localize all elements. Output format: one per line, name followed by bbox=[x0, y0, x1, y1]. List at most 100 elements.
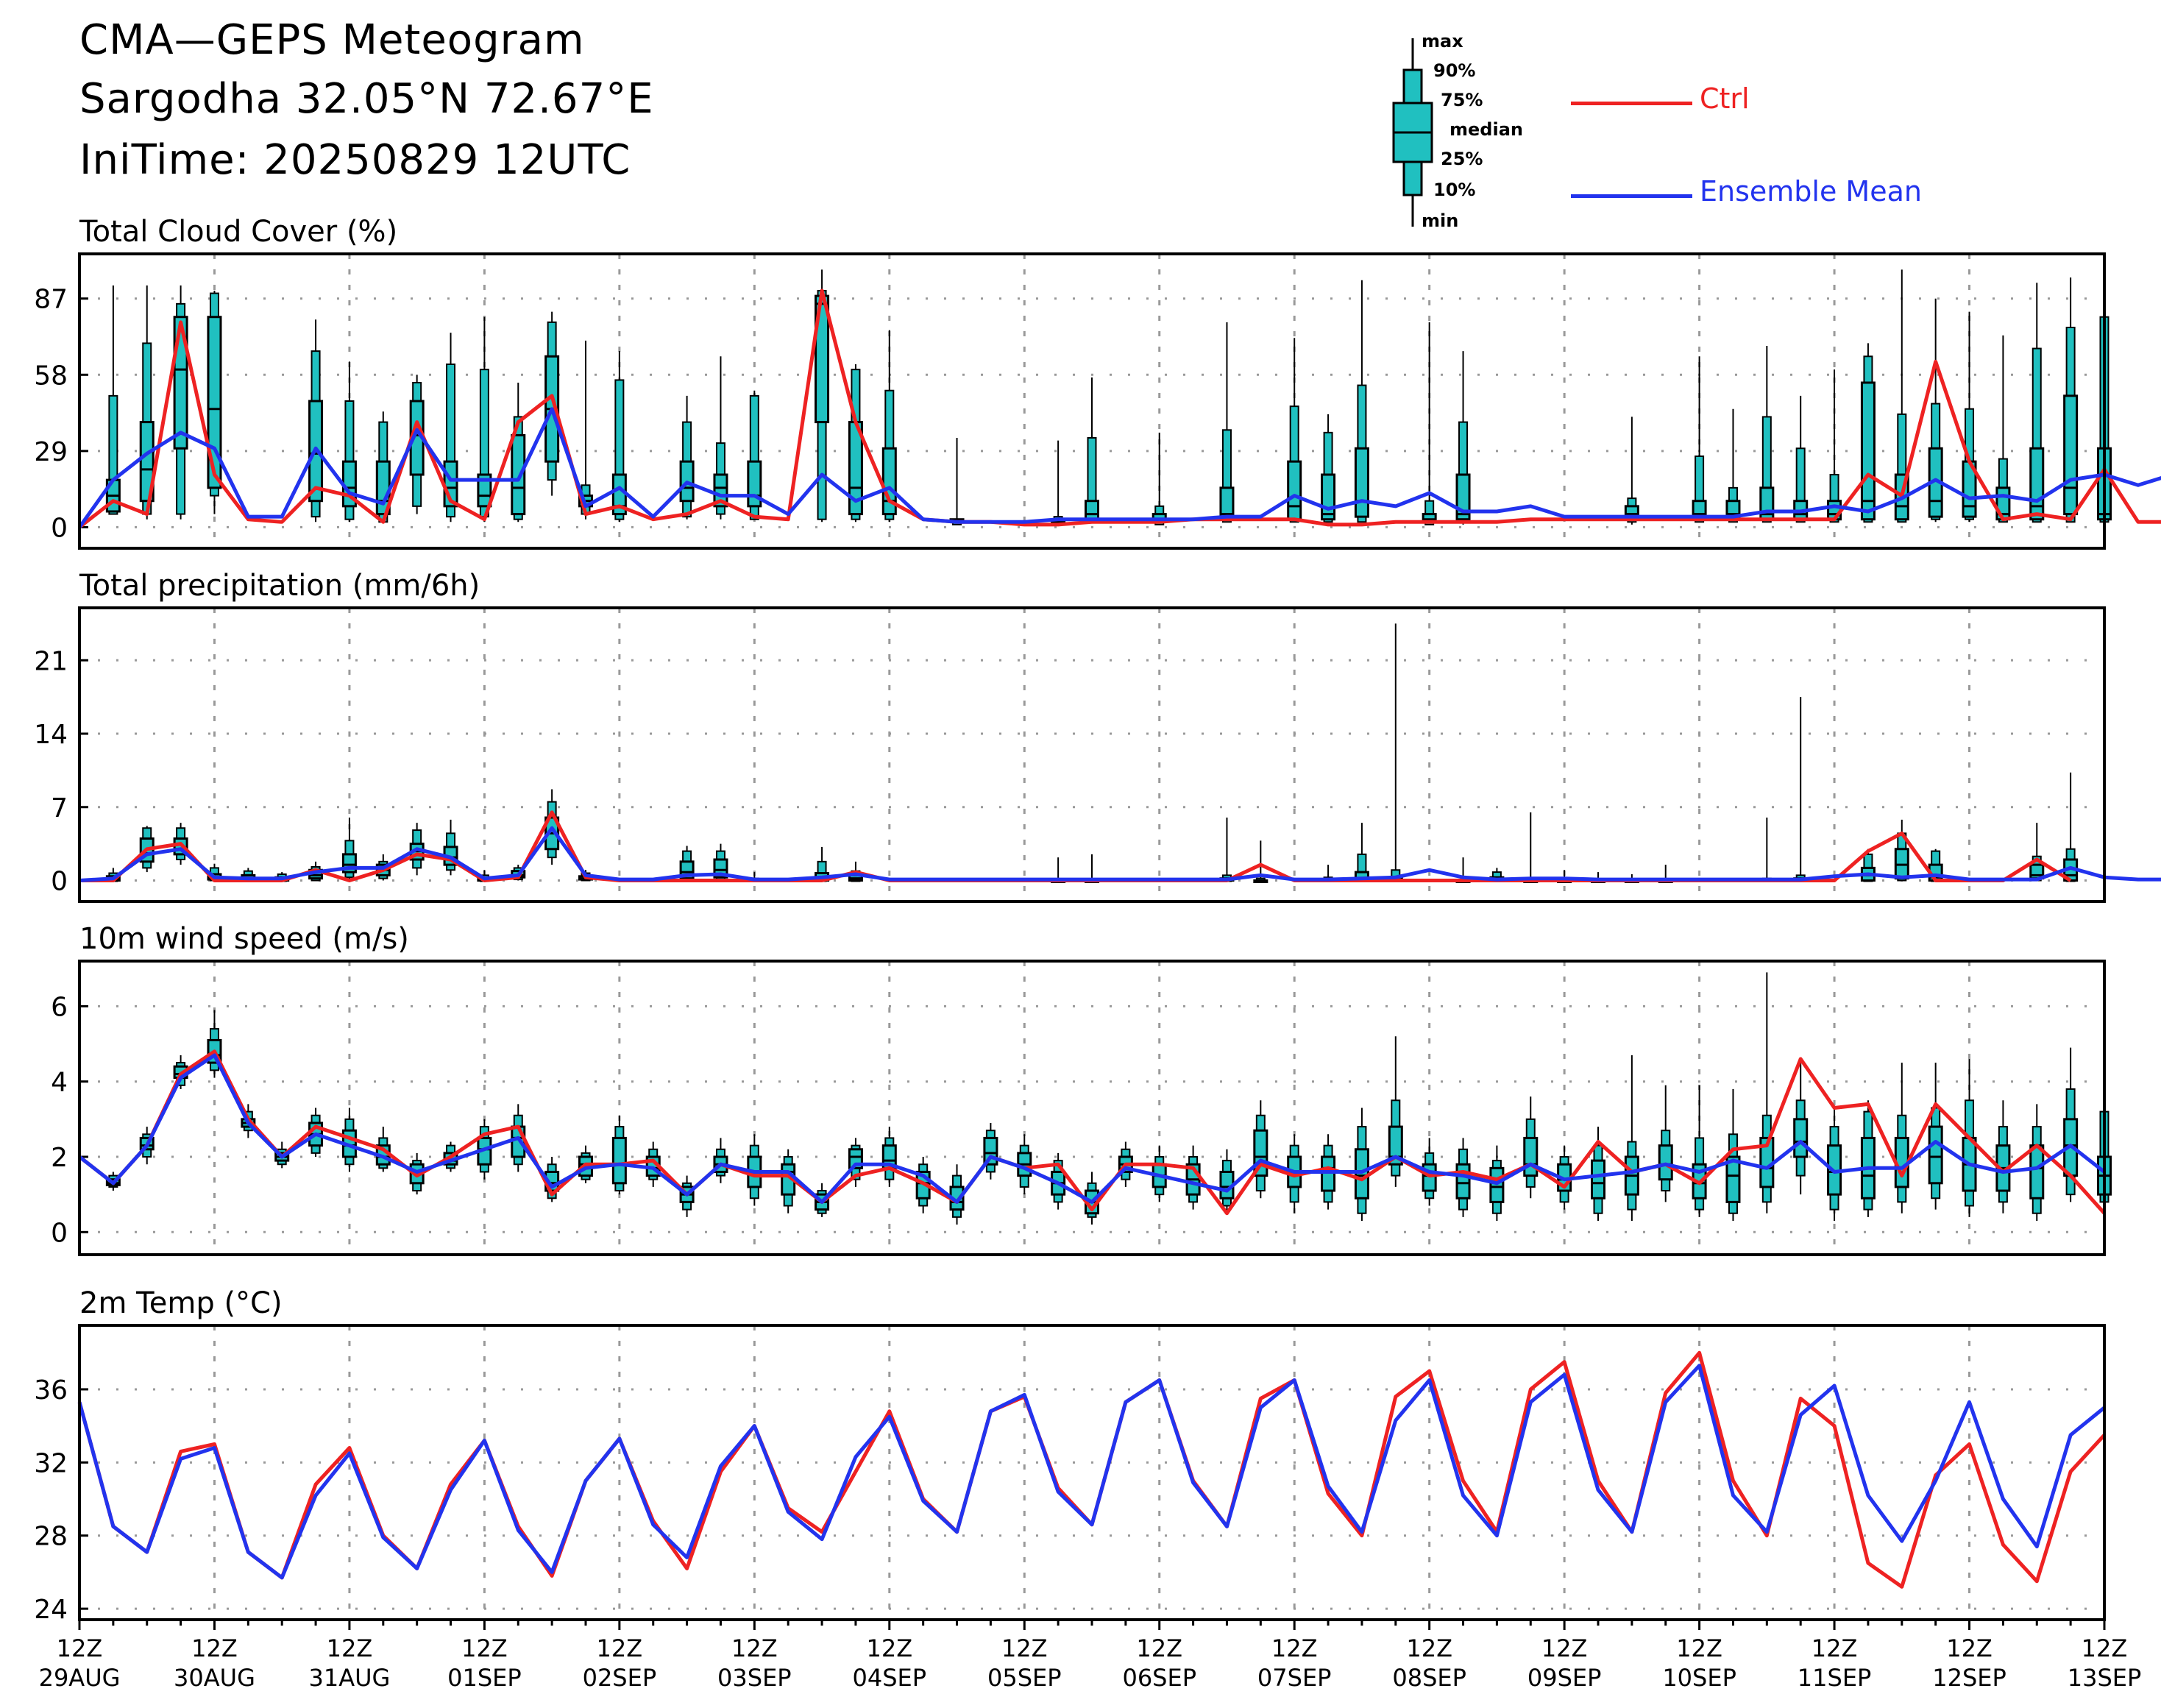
box-iqr bbox=[1455, 1163, 1471, 1200]
box-lower-tail bbox=[1458, 1197, 1469, 1211]
box-upper-tail bbox=[344, 1118, 355, 1132]
box-lower-tail bbox=[311, 500, 321, 518]
legend-mean-label: Ensemble Mean bbox=[1700, 175, 1922, 208]
box-iqr bbox=[1928, 1125, 1943, 1185]
box-upper-tail bbox=[108, 394, 118, 481]
box-lower-tail bbox=[1525, 1174, 1536, 1188]
y-tick-label: 2 bbox=[51, 1143, 68, 1173]
ensemble-box bbox=[1591, 1127, 1605, 1221]
box-lower-tail bbox=[412, 474, 422, 507]
box-upper-tail bbox=[412, 829, 422, 845]
box-iqr bbox=[2029, 1144, 2045, 1200]
ensemble-box bbox=[1489, 1145, 1505, 1221]
panel-border bbox=[78, 606, 2106, 903]
box-upper-tail bbox=[614, 1126, 625, 1139]
box-lower-tail bbox=[952, 1208, 962, 1218]
box-lower-tail bbox=[1188, 1194, 1199, 1203]
box-upper-tail bbox=[1931, 850, 1941, 866]
chart-header: CMA—GEPS Meteogram Sargodha 32.05°N 72.6… bbox=[0, 0, 2161, 243]
box-upper-tail bbox=[2065, 327, 2076, 397]
legend-label-p75: 75% bbox=[1441, 90, 1483, 110]
box-upper-tail bbox=[1863, 355, 1873, 383]
box-upper-tail bbox=[1728, 486, 1738, 502]
x-tick-label-hour: 12Z bbox=[1271, 1634, 1318, 1662]
ensemble-mean-line bbox=[79, 826, 2161, 882]
x-tick-label-date: 01SEP bbox=[447, 1664, 522, 1692]
box-upper-tail bbox=[1829, 474, 1839, 502]
box-upper-tail bbox=[715, 1148, 725, 1158]
ensemble-box bbox=[139, 285, 155, 520]
box-upper-tail bbox=[176, 302, 186, 318]
panel-2: 0 2 4 6 bbox=[51, 960, 2112, 1256]
x-tick-label-date: 13SEP bbox=[2068, 1664, 2142, 1692]
box-iqr bbox=[1085, 500, 1099, 521]
x-tick-label-date: 03SEP bbox=[717, 1664, 792, 1692]
box-iqr bbox=[1489, 1166, 1505, 1203]
x-tick-label-date: 12SEP bbox=[1932, 1664, 2006, 1692]
y-tick-label: 14 bbox=[34, 720, 68, 750]
legend-label-max: max bbox=[1422, 31, 1463, 52]
box-upper-tail bbox=[142, 827, 152, 840]
legend-label-p90: 90% bbox=[1433, 60, 1476, 81]
box-upper-tail bbox=[378, 421, 388, 463]
box-iqr bbox=[713, 473, 728, 508]
box-upper-tail bbox=[952, 1174, 962, 1188]
box-upper-tail bbox=[1863, 853, 1873, 869]
panel-title-temp: 2m Temp (°C) bbox=[79, 1286, 283, 1320]
box-upper-tail bbox=[1897, 1114, 1907, 1139]
box-upper-tail bbox=[985, 1130, 996, 1139]
box-lower-tail bbox=[749, 1186, 759, 1200]
box-iqr bbox=[1388, 1125, 1403, 1166]
box-upper-tail bbox=[1087, 437, 1097, 502]
box-iqr bbox=[1354, 447, 1369, 518]
box-upper-tail bbox=[1424, 500, 1435, 515]
ensemble-box bbox=[1725, 1088, 1741, 1221]
chart-init-time: IniTime: 20250829 12UTC bbox=[79, 136, 631, 184]
box-upper-tail bbox=[614, 379, 625, 476]
box-upper-tail bbox=[2032, 1126, 2042, 1147]
box-upper-tail bbox=[715, 850, 725, 860]
ensemble-box bbox=[2029, 1104, 2045, 1221]
box-lower-tail bbox=[547, 461, 557, 481]
box-upper-tail bbox=[446, 1144, 456, 1154]
box-iqr bbox=[1860, 381, 1876, 521]
box-lower-tail bbox=[547, 848, 557, 859]
box-lower-tail bbox=[1323, 1190, 1333, 1203]
box-upper-tail bbox=[1019, 1144, 1029, 1154]
ensemble-box bbox=[1860, 343, 1876, 523]
box-lower-tail bbox=[1559, 1190, 1569, 1203]
ensemble-box bbox=[1860, 1100, 1876, 1217]
boxplot-legend-glyph bbox=[1392, 38, 1433, 227]
box-upper-tail bbox=[176, 827, 186, 840]
box-lower-tail bbox=[1897, 1186, 1907, 1203]
legend-ctrl-line bbox=[1571, 102, 1692, 105]
box-lower-tail bbox=[1627, 1194, 1637, 1211]
ensemble-box bbox=[1624, 1055, 1639, 1221]
legend-label-median: median bbox=[1449, 119, 1523, 140]
box-iqr bbox=[1725, 1155, 1741, 1203]
box-upper-tail bbox=[1795, 447, 1806, 502]
box-upper-tail bbox=[682, 850, 692, 862]
box-lower-tail bbox=[344, 505, 355, 520]
box-lower-tail bbox=[209, 486, 219, 497]
box-lower-tail bbox=[1491, 1201, 1502, 1214]
x-tick-label-hour: 12Z bbox=[1946, 1634, 1993, 1662]
x-tick-label-date: 29AUG bbox=[39, 1664, 121, 1692]
x-tick-label-hour: 12Z bbox=[2082, 1634, 2128, 1662]
ensemble-box bbox=[1793, 1063, 1809, 1195]
x-tick-label-hour: 12Z bbox=[57, 1634, 103, 1662]
box-upper-tail bbox=[547, 321, 557, 358]
box-lower-tail bbox=[1829, 1194, 1839, 1211]
legend-mean-line bbox=[1571, 194, 1692, 198]
box-upper-tail bbox=[412, 382, 422, 402]
box-iqr bbox=[477, 473, 492, 508]
box-upper-tail bbox=[2065, 848, 2076, 860]
box-lower-tail bbox=[311, 1144, 321, 1154]
box-upper-tail bbox=[209, 1028, 219, 1041]
box-lower-tail bbox=[715, 505, 725, 515]
box-upper-tail bbox=[1391, 1099, 1401, 1128]
ensemble-box bbox=[1962, 311, 1977, 522]
boxplot-legend: max 90% 75% median 25% 10% min bbox=[1383, 29, 1604, 243]
box-upper-tail bbox=[1458, 421, 1469, 475]
